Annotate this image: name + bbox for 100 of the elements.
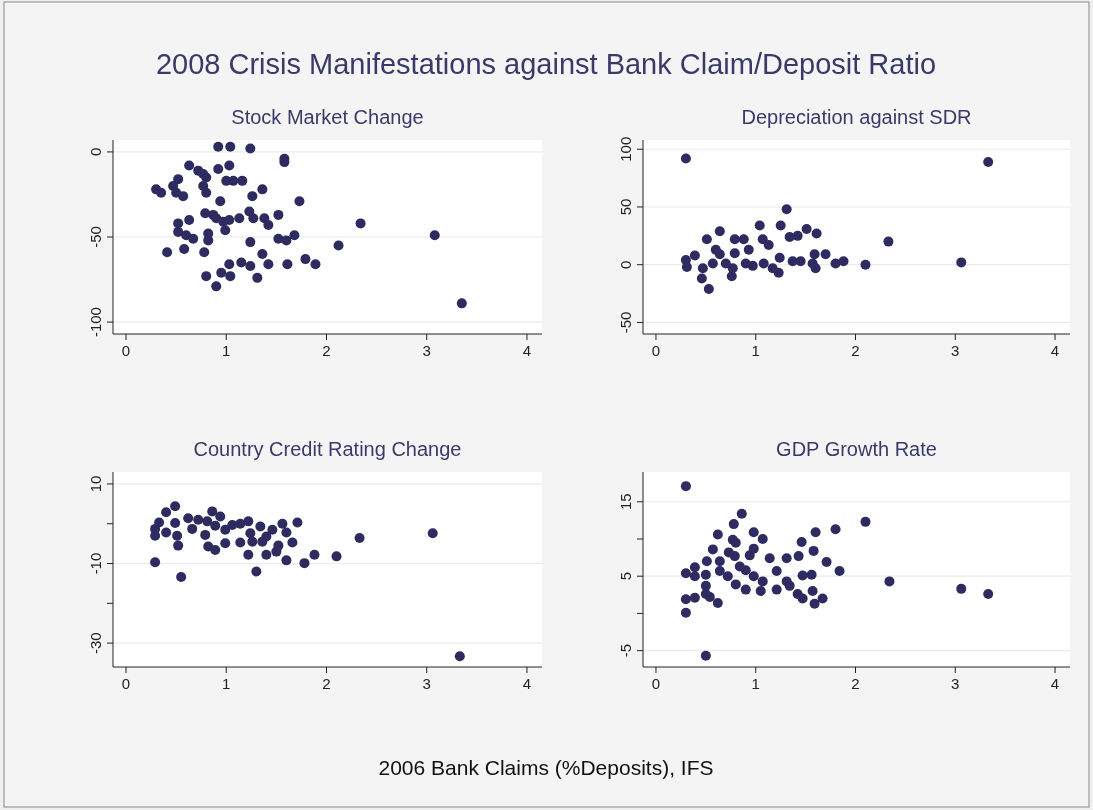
point	[809, 598, 820, 609]
point	[956, 583, 967, 594]
point	[680, 481, 691, 492]
point	[235, 518, 246, 529]
point	[220, 538, 231, 549]
point	[680, 568, 691, 579]
point	[801, 223, 812, 234]
point	[727, 263, 738, 274]
chart-title: GDP Growth Rate	[776, 438, 937, 460]
point	[736, 508, 747, 519]
point	[757, 576, 768, 587]
point	[743, 244, 754, 255]
point	[714, 226, 725, 237]
point	[747, 260, 758, 271]
point	[261, 549, 272, 560]
point	[712, 529, 723, 540]
point	[811, 228, 822, 239]
point	[830, 524, 841, 535]
x-tick-label: 0	[651, 675, 661, 692]
point	[797, 593, 808, 604]
x-tick-label: 1	[751, 342, 760, 359]
point	[754, 220, 765, 231]
point	[680, 153, 691, 164]
point	[774, 252, 785, 263]
point	[744, 550, 755, 561]
point	[354, 533, 365, 544]
y-tick-label: 5	[617, 572, 634, 581]
point	[243, 516, 254, 527]
point	[773, 267, 784, 278]
point	[271, 546, 282, 557]
point	[884, 576, 895, 587]
x-tick-label: 4	[522, 342, 532, 359]
point	[243, 549, 254, 560]
point	[220, 524, 231, 535]
point	[700, 569, 711, 580]
point	[775, 220, 786, 231]
point	[172, 530, 183, 541]
text: 2006 Bank Claims (%Deposits), IFS	[378, 756, 714, 779]
point	[170, 517, 181, 528]
point	[680, 607, 691, 618]
x-tick-label: 1	[222, 675, 231, 692]
point	[771, 584, 782, 595]
point	[299, 558, 310, 569]
y-tick-label: -10	[87, 552, 104, 575]
point	[808, 545, 819, 556]
point	[176, 572, 187, 583]
point	[748, 527, 759, 538]
point	[712, 597, 723, 608]
chart-title: Depreciation against SDR	[741, 106, 972, 128]
point	[703, 283, 714, 294]
point	[714, 249, 725, 260]
point	[860, 516, 871, 527]
point	[701, 234, 712, 245]
x-tick-label: 3	[422, 675, 431, 692]
point	[729, 248, 740, 259]
point	[771, 565, 782, 576]
y-tick-label: 15	[617, 493, 634, 511]
point	[701, 556, 712, 567]
point	[150, 557, 161, 568]
y-tick-label: 50	[617, 198, 634, 216]
point	[247, 536, 258, 547]
point	[809, 249, 820, 260]
point	[738, 234, 749, 245]
point	[728, 519, 739, 530]
point	[817, 593, 828, 604]
point	[309, 549, 320, 560]
point	[729, 551, 740, 562]
y-tick-label: 100	[617, 136, 634, 162]
point	[806, 569, 817, 580]
y-tick-label: -100	[87, 307, 104, 338]
point	[210, 520, 221, 531]
x-tick-label: 2	[851, 675, 860, 692]
x-tick-label: 1	[751, 675, 760, 692]
y-tick-label: -5	[617, 643, 634, 658]
point	[704, 592, 715, 603]
point	[784, 580, 795, 591]
point	[983, 589, 994, 600]
point	[292, 517, 303, 528]
point	[235, 537, 246, 548]
point	[956, 257, 967, 268]
point	[726, 271, 737, 282]
text: 2008 Crisis Manifestations against Bank Claim/Deposit Ratio	[155, 48, 937, 80]
point	[689, 562, 700, 573]
point	[795, 256, 806, 267]
point	[714, 565, 725, 576]
point	[689, 592, 700, 603]
x-tick-label: 0	[121, 342, 131, 359]
point	[697, 263, 708, 274]
point	[764, 553, 775, 564]
point	[722, 571, 733, 582]
point	[281, 555, 292, 566]
point	[696, 273, 707, 284]
point	[807, 586, 818, 597]
point	[245, 528, 256, 539]
point	[860, 259, 871, 270]
point	[255, 521, 266, 532]
point	[763, 240, 774, 251]
point	[821, 557, 832, 568]
x-tick-label: 0	[651, 342, 661, 359]
chart-title: Stock Market Change	[231, 106, 424, 128]
